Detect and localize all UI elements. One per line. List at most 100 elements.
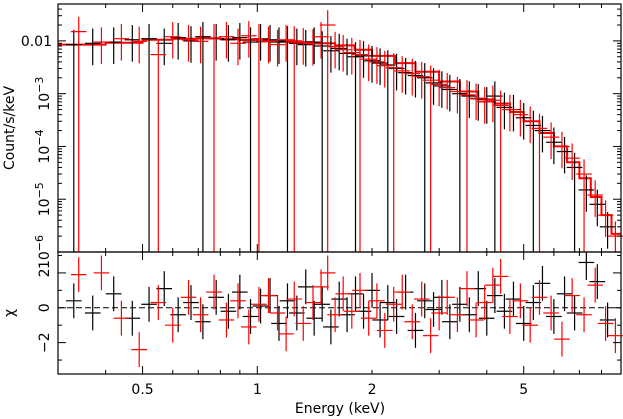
data-point — [289, 28, 305, 66]
residual-point — [319, 255, 336, 291]
data-point — [487, 81, 503, 252]
residual-point — [65, 283, 82, 319]
data-point — [279, 26, 296, 252]
tick-layer: 0.01 10−3 10−4 10−5 10−6 — [21, 3, 622, 269]
data-point — [105, 27, 122, 64]
y-tick-label: 10−4 — [33, 129, 53, 163]
data-point — [369, 47, 385, 84]
residual-point — [278, 316, 294, 352]
data-point — [286, 26, 303, 252]
residual-point — [360, 300, 377, 336]
residual-point — [335, 276, 351, 312]
data-point — [416, 63, 433, 252]
data-point — [323, 36, 339, 73]
data-point — [452, 78, 468, 252]
residual-point — [515, 306, 532, 341]
data-point — [476, 87, 493, 124]
data-point — [589, 189, 606, 227]
data-point — [576, 159, 592, 252]
residual-point — [352, 272, 368, 308]
data-point — [599, 212, 616, 249]
data-point — [512, 99, 529, 137]
data-point — [156, 28, 173, 66]
data-point — [380, 50, 396, 252]
residual-point — [404, 304, 421, 340]
residual-points-layer — [65, 252, 623, 368]
data-point — [502, 94, 518, 132]
data-point — [422, 65, 439, 252]
residual-point — [286, 281, 303, 317]
data-point — [394, 56, 411, 93]
data-point — [404, 58, 421, 96]
residual-point — [295, 306, 312, 341]
residual-point — [385, 286, 402, 322]
residual-point — [150, 285, 167, 320]
residual-point — [531, 279, 548, 315]
data-point — [485, 85, 501, 123]
residual-point — [431, 295, 447, 331]
x-tick-label: 5 — [519, 382, 528, 398]
residual-point — [376, 313, 393, 348]
residual-point — [230, 283, 246, 319]
residual-point — [554, 321, 570, 357]
data-point — [554, 131, 570, 169]
residual-point — [306, 300, 322, 336]
residual-point — [260, 278, 277, 313]
residual-point — [208, 279, 224, 315]
data-point — [305, 29, 321, 66]
x-tick-label: 0.5 — [131, 382, 153, 398]
residual-point — [70, 257, 87, 293]
data-point — [556, 136, 573, 174]
data-point — [492, 90, 509, 252]
residual-point — [180, 279, 197, 315]
data-point — [522, 106, 538, 144]
residual-point — [305, 285, 321, 320]
y-tick-label: −2 — [37, 332, 53, 353]
residual-point — [313, 269, 329, 305]
data-point — [260, 26, 277, 64]
data-point — [269, 29, 286, 67]
y-tick-label: 10−6 — [33, 235, 53, 269]
residual-point — [380, 285, 396, 320]
residual-point — [587, 267, 603, 303]
x-tick-label: 1 — [253, 382, 262, 398]
data-point — [431, 69, 447, 107]
residual-point — [84, 295, 101, 331]
residual-point — [314, 286, 330, 322]
data-point — [306, 27, 322, 64]
residual-point — [156, 271, 173, 307]
residual-point — [576, 297, 592, 333]
residual-point — [449, 297, 466, 333]
data-point — [84, 28, 101, 66]
data-point — [251, 23, 267, 252]
residual-point — [452, 286, 468, 322]
residual-point — [599, 302, 616, 338]
y-tick-label: 10−3 — [33, 77, 53, 111]
residual-point — [546, 299, 562, 334]
residual-point — [413, 281, 430, 317]
residual-point — [369, 283, 385, 319]
data-point — [347, 42, 364, 252]
residual-point — [525, 285, 542, 320]
data-point — [131, 26, 148, 64]
spectrum-panel: 0.01 10−3 10−4 10−5 10−6 Count/s/keV — [2, 3, 623, 269]
residual-point — [242, 299, 259, 334]
data-point — [195, 21, 211, 252]
x-tick-label: 2 — [368, 382, 377, 398]
data-point — [206, 23, 222, 252]
residual-point — [183, 285, 199, 320]
data-point — [525, 110, 542, 252]
residual-point — [589, 264, 606, 300]
residual-point — [394, 274, 411, 310]
data-point — [372, 48, 388, 85]
data-point — [278, 25, 294, 62]
residual-point — [232, 274, 248, 310]
data-point — [141, 23, 157, 252]
residual-point — [556, 276, 573, 312]
data-point — [468, 83, 484, 121]
residual-point — [251, 286, 267, 322]
residual-y-axis-title: χ — [2, 309, 18, 317]
y-tick-label: 0.01 — [21, 34, 52, 50]
data-point — [180, 25, 197, 62]
